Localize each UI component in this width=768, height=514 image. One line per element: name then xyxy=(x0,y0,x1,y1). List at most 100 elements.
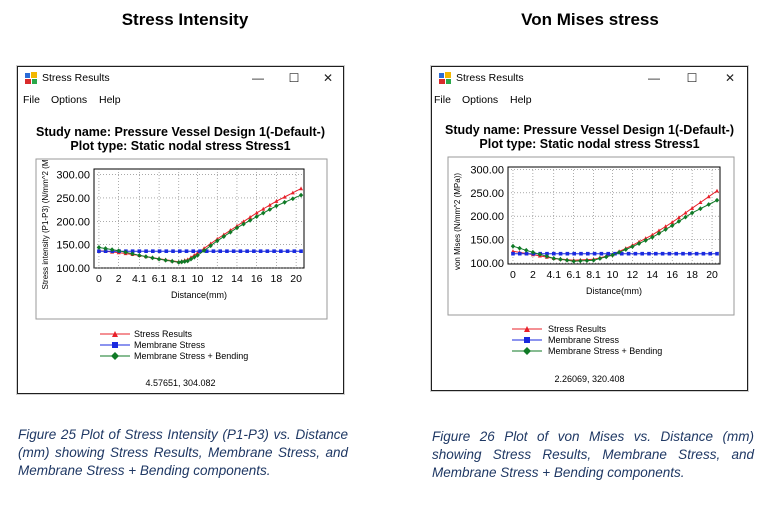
menu-options[interactable]: Options xyxy=(51,94,88,106)
data-point xyxy=(597,256,603,261)
window-titlebar[interactable]: Stress Results — ☐ ✕ xyxy=(18,67,343,89)
x-tick-label: 20 xyxy=(290,273,302,285)
data-point xyxy=(211,249,216,253)
data-point xyxy=(708,251,713,256)
data-point xyxy=(670,220,675,224)
minimize-button[interactable]: — xyxy=(648,71,660,85)
data-point xyxy=(267,207,273,212)
window-title: Stress Results xyxy=(456,72,524,84)
close-button[interactable]: ✕ xyxy=(724,71,736,85)
data-point xyxy=(215,238,220,244)
data-point xyxy=(599,251,604,256)
data-point xyxy=(299,249,303,253)
data-point xyxy=(551,251,556,256)
data-point xyxy=(650,232,655,237)
data-point xyxy=(544,253,550,259)
x-tick-label: 14 xyxy=(231,273,243,285)
data-point xyxy=(290,190,295,195)
data-point xyxy=(151,249,155,253)
x-tick-label: 6.1 xyxy=(566,269,581,281)
y-tick-label: 100.00 xyxy=(470,258,504,270)
app-icon xyxy=(25,72,37,84)
data-point xyxy=(274,203,279,209)
data-point xyxy=(208,243,213,249)
data-point xyxy=(592,251,597,256)
maximize-button[interactable]: ☐ xyxy=(288,71,300,85)
data-point xyxy=(282,194,287,199)
maximize-button[interactable]: ☐ xyxy=(686,71,698,85)
data-point xyxy=(144,249,148,253)
data-point xyxy=(292,249,297,253)
menu-file[interactable]: File xyxy=(23,94,40,106)
coordinate-readout: 4.57651, 304.082 xyxy=(145,378,216,388)
data-point xyxy=(715,251,719,256)
stress-results-window-left: Stress Results — ☐ ✕ File Options Help S… xyxy=(17,66,344,394)
data-point xyxy=(656,228,661,233)
x-tick-label: 18 xyxy=(271,273,283,285)
data-point xyxy=(258,249,263,253)
x-tick-label: 8.1 xyxy=(586,269,601,281)
data-point xyxy=(234,225,240,231)
data-point xyxy=(130,251,135,257)
data-point xyxy=(633,251,638,256)
data-point xyxy=(202,246,207,250)
data-point xyxy=(156,256,162,262)
x-tick-label: 18 xyxy=(686,269,698,281)
data-point xyxy=(619,251,624,256)
y-axis-label: von Mises (N/mm^2 (MPa)) xyxy=(453,173,462,270)
stress-intensity-chart[interactable]: 100.00 150.00 200.00 250.00 300.00 0 2 4.1 6.1 8.… xyxy=(34,157,329,322)
y-tick-label: 250.00 xyxy=(470,188,504,200)
data-point xyxy=(689,210,695,216)
data-point xyxy=(245,249,249,253)
y-tick-label: 200.00 xyxy=(470,211,504,223)
x-tick-label: 0 xyxy=(510,269,516,281)
data-point xyxy=(247,217,253,223)
data-point xyxy=(688,251,692,256)
data-point xyxy=(96,245,102,250)
y-tick-label: 200.00 xyxy=(56,216,90,228)
minimize-button[interactable]: — xyxy=(252,71,264,85)
x-tick-label: 12 xyxy=(627,269,639,281)
data-point xyxy=(626,251,631,256)
menu-options[interactable]: Options xyxy=(462,94,499,106)
data-point xyxy=(579,251,583,256)
x-tick-label: 4.1 xyxy=(132,273,147,285)
menu-help[interactable]: Help xyxy=(99,94,121,106)
data-point xyxy=(103,246,108,251)
data-point xyxy=(191,249,196,253)
x-axis-label: Distance(mm) xyxy=(586,286,642,296)
data-point xyxy=(274,199,279,203)
plot-type: Plot type: Static nodal stress Stress1 xyxy=(479,137,700,151)
data-point xyxy=(667,251,672,256)
von-mises-chart[interactable]: 100.00 150.00 200.00 250.00 300.00 0 2 4.1 6.1 8.… xyxy=(446,155,736,318)
x-tick-label: 12 xyxy=(211,273,223,285)
y-tick-label: 150.00 xyxy=(470,235,504,247)
data-point xyxy=(201,248,207,253)
x-tick-label: 2 xyxy=(116,273,122,285)
window-titlebar[interactable]: Stress Results — ☐ ✕ xyxy=(432,67,747,89)
data-point xyxy=(225,249,229,253)
x-tick-label: 20 xyxy=(706,269,718,281)
data-point xyxy=(179,259,184,265)
section-heading-von-mises: Von Mises stress xyxy=(521,10,659,29)
study-title: Study name: Pressure Vessel Design 1(-De… xyxy=(36,125,325,139)
y-tick-label: 300.00 xyxy=(56,170,90,182)
data-point xyxy=(130,249,135,253)
data-point xyxy=(694,251,699,256)
data-point xyxy=(157,249,162,253)
data-point xyxy=(254,210,259,215)
data-point xyxy=(241,219,246,224)
menu-file[interactable]: File xyxy=(434,94,451,106)
figure-caption-25: Figure 25 Plot of Stress Intensity (P1-P… xyxy=(18,427,348,478)
close-button[interactable]: ✕ xyxy=(322,71,334,85)
data-point xyxy=(221,234,227,239)
x-tick-label: 10 xyxy=(607,269,619,281)
data-point xyxy=(584,258,590,263)
data-point xyxy=(182,259,187,264)
data-point xyxy=(630,244,635,250)
data-point xyxy=(195,250,200,255)
data-point xyxy=(261,210,266,216)
data-point xyxy=(690,206,695,210)
x-tick-label: 8.1 xyxy=(171,273,186,285)
menu-help[interactable]: Help xyxy=(510,94,532,106)
